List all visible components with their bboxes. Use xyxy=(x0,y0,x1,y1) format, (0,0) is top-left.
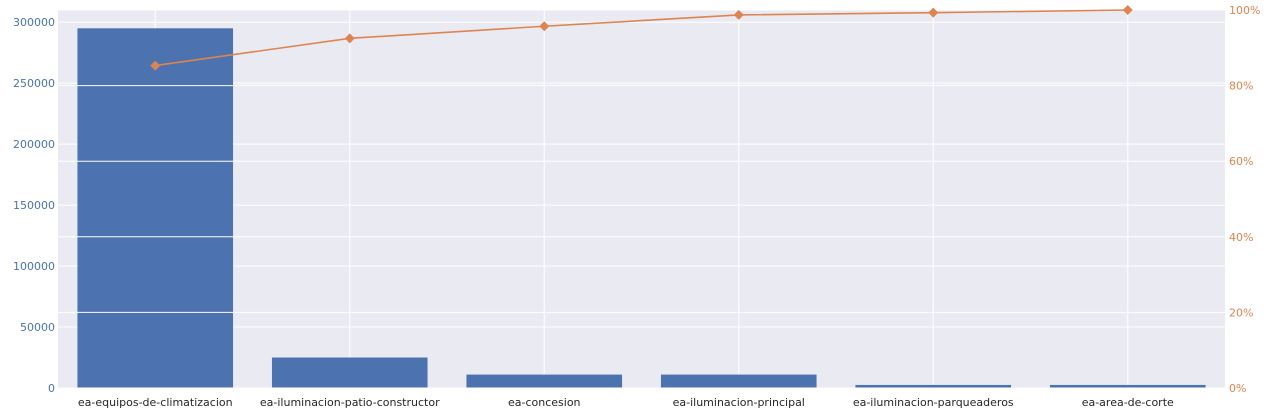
line-marker-4 xyxy=(928,7,939,18)
plot-area-background xyxy=(58,10,1225,388)
y-tick-label-0: 0 xyxy=(48,382,55,395)
line-marker-2 xyxy=(539,21,550,32)
y-tick-label-1: 50000 xyxy=(20,321,55,334)
right-y-axis: 0% 20% 40% 60% 80% 100% xyxy=(1229,4,1260,395)
line-marker-3 xyxy=(733,9,744,20)
y2-tick-label-4: 80% xyxy=(1229,80,1253,93)
bars xyxy=(77,28,1206,389)
bar-1 xyxy=(271,357,428,388)
x-tick-label-0: ea-equipos-de-climatizacion xyxy=(78,396,233,409)
overlay-grid-lines xyxy=(58,9,1225,389)
bar-0 xyxy=(77,28,234,389)
line-marker-1 xyxy=(344,33,355,44)
y-tick-label-5: 250000 xyxy=(13,77,55,90)
line-marker-5 xyxy=(1122,5,1133,15)
x-tick-label-1: ea-iluminacion-patio-constructor xyxy=(260,396,440,409)
x-tick-label-5: ea-area-de-corte xyxy=(1082,396,1174,409)
x-axis: ea-equipos-de-climatizacion ea-iluminacio… xyxy=(78,396,1174,409)
bar-3 xyxy=(660,374,817,388)
line-marker-0 xyxy=(150,60,161,71)
y-tick-label-6: 300000 xyxy=(13,16,55,29)
cumulative-line-path xyxy=(155,9,1128,67)
bar-4 xyxy=(855,384,1012,388)
x-tick-label-3: ea-iluminacion-principal xyxy=(673,396,805,409)
x-tick-label-4: ea-iluminacion-parqueaderos xyxy=(853,396,1014,409)
y-tick-label-2: 100000 xyxy=(13,260,55,273)
y2-tick-label-2: 40% xyxy=(1229,231,1253,244)
y-tick-label-4: 200000 xyxy=(13,138,55,151)
x-tick-label-2: ea-concesion xyxy=(508,396,581,409)
y2-tick-label-5: 100% xyxy=(1229,4,1260,17)
bar-5 xyxy=(1049,384,1206,388)
y2-tick-label-3: 60% xyxy=(1229,155,1253,168)
y2-tick-label-0: 0% xyxy=(1229,382,1246,395)
y2-tick-label-1: 20% xyxy=(1229,306,1253,319)
y-tick-label-3: 150000 xyxy=(13,199,55,212)
bar-2 xyxy=(466,374,623,388)
left-y-axis: 0 50000 100000 150000 200000 250000 300000 xyxy=(13,16,55,395)
cumulative-line xyxy=(150,5,1133,71)
